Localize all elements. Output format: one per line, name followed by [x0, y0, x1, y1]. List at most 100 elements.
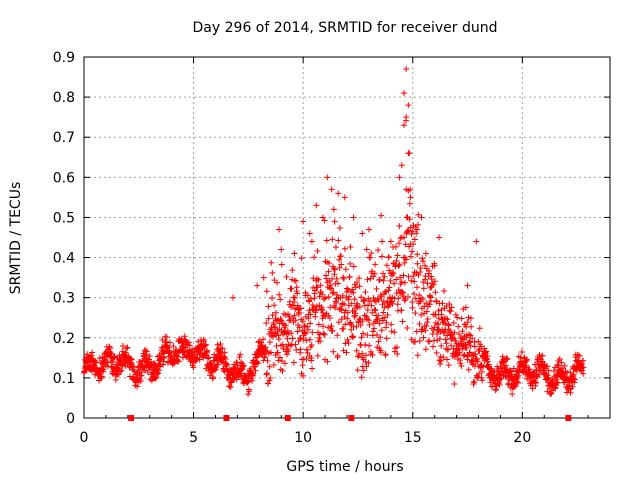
data-point: [344, 315, 351, 322]
data-point: [347, 260, 354, 267]
data-point: [358, 334, 365, 341]
data-point: [394, 301, 401, 308]
data-point: [369, 309, 376, 316]
data-point: [119, 348, 126, 355]
data-point: [272, 309, 279, 316]
data-point: [411, 236, 418, 243]
data-point: [263, 288, 270, 295]
data-point: [376, 276, 383, 283]
data-point: [342, 266, 349, 273]
data-point: [357, 322, 364, 329]
data-point: [344, 309, 351, 316]
data-point: [558, 359, 565, 366]
data-point: [473, 238, 480, 245]
data-point: [422, 346, 429, 353]
data-point: [143, 348, 150, 355]
y-tick-label: 0.1: [53, 371, 75, 387]
data-point: [430, 343, 437, 350]
data-point: [405, 227, 412, 234]
data-point: [260, 274, 267, 281]
data-point: [377, 334, 384, 341]
data-point: [420, 285, 427, 292]
data-point: [268, 259, 275, 266]
data-point: [297, 305, 304, 312]
data-point: [406, 216, 413, 223]
data-point: [278, 261, 285, 268]
data-point: [263, 371, 270, 378]
data-point: [322, 295, 329, 302]
data-point: [299, 362, 306, 369]
data-point: [278, 317, 285, 324]
data-point: [278, 246, 285, 253]
data-point: [295, 306, 302, 313]
data-point: [254, 282, 261, 289]
data-point: [294, 290, 301, 297]
data-point: [224, 361, 231, 368]
data-point: [304, 292, 311, 299]
x-tick-label: 20: [513, 430, 531, 446]
data-point: [238, 373, 245, 380]
data-point: [352, 310, 359, 317]
data-point: [339, 292, 346, 299]
data-point: [300, 372, 307, 379]
data-point: [442, 320, 449, 327]
data-point: [427, 284, 434, 291]
y-tick-label: 0.9: [53, 50, 75, 66]
data-point: [554, 361, 561, 368]
data-point: [405, 102, 412, 109]
data-point: [398, 307, 405, 314]
data-point: [234, 362, 241, 369]
data-point: [426, 338, 433, 345]
data-point: [504, 381, 511, 388]
data-point: [553, 379, 560, 386]
data-point: [305, 326, 312, 333]
y-axis: 0 0.1 0.2 0.3 0.4 0.5 0.6 0.7 0.8 0.9: [53, 50, 610, 427]
data-point: [311, 287, 318, 294]
data-point: [391, 280, 398, 287]
data-point: [309, 329, 316, 336]
data-point: [403, 256, 410, 263]
data-point: [301, 330, 308, 337]
data-point: [274, 349, 281, 356]
data-point: [410, 241, 417, 248]
data-point: [458, 315, 465, 322]
data-point: [436, 357, 443, 364]
data-point: [515, 372, 522, 379]
data-point: [437, 357, 444, 364]
data-point: [335, 319, 342, 326]
data-point: [371, 270, 378, 277]
data-point: [408, 231, 415, 238]
y-tick-label: 0.6: [53, 170, 75, 186]
data-point: [137, 378, 144, 385]
data-point: [296, 324, 303, 331]
data-point: [464, 282, 471, 289]
data-point: [311, 254, 318, 261]
data-point: [338, 261, 345, 268]
data-point: [275, 357, 282, 364]
data-point: [378, 293, 385, 300]
data-point: [289, 276, 296, 283]
data-point: [324, 174, 331, 181]
data-point: [401, 279, 408, 286]
data-point: [331, 271, 338, 278]
data-point: [496, 381, 503, 388]
data-point: [419, 326, 426, 333]
data-point: [362, 352, 369, 359]
data-point: [412, 295, 419, 302]
data-point: [545, 374, 552, 381]
data-point: [284, 327, 291, 334]
data-point: [569, 383, 576, 390]
data-point: [265, 315, 272, 322]
data-point: [388, 299, 395, 306]
data-point: [391, 329, 398, 336]
data-point: [414, 251, 421, 258]
data-point: [502, 362, 509, 369]
data-point: [373, 285, 380, 292]
data-point: [431, 262, 438, 269]
zero-value-marker: [223, 415, 230, 421]
data-point: [89, 349, 96, 356]
data-point: [170, 359, 177, 366]
data-point: [303, 337, 310, 344]
data-point: [353, 279, 360, 286]
